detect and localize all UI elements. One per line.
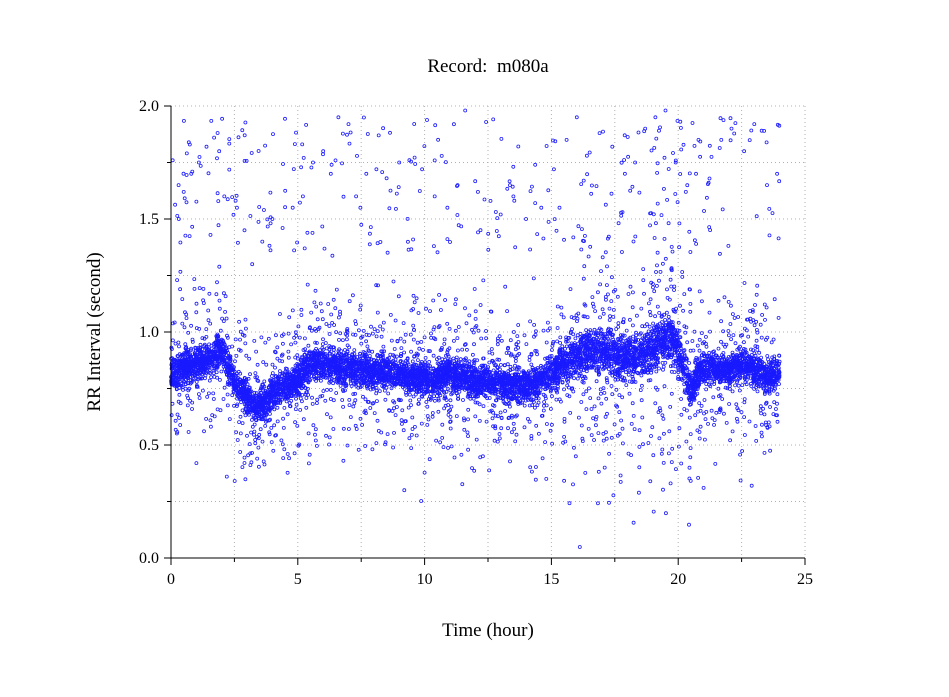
data-point: [238, 371, 243, 376]
data-point: [277, 369, 282, 374]
data-point: [651, 321, 655, 326]
data-point: [399, 352, 403, 356]
data-point: [584, 328, 588, 333]
data-points: [169, 108, 782, 549]
data-point: [209, 343, 214, 348]
data-point: [445, 386, 450, 391]
data-point: [575, 376, 580, 381]
data-point: [320, 342, 325, 347]
data-point: [230, 393, 235, 398]
data-point: [240, 408, 245, 413]
data-point: [605, 378, 609, 383]
data-point: [386, 391, 391, 396]
data-point: [382, 388, 387, 393]
data-point: [707, 350, 712, 355]
data-point: [214, 370, 219, 375]
data-point: [647, 324, 652, 329]
data-point: [423, 360, 428, 365]
data-point: [410, 359, 415, 364]
data-point: [475, 358, 480, 363]
data-point: [428, 364, 433, 369]
data-point: [327, 351, 332, 356]
data-point: [627, 379, 632, 384]
data-point: [627, 369, 632, 374]
data-point: [294, 396, 298, 401]
data-point: [323, 375, 328, 380]
data-point: [314, 341, 319, 345]
data-point: [254, 391, 259, 396]
data-point: [543, 363, 548, 368]
data-point: [318, 378, 323, 383]
data-point: [331, 350, 336, 355]
data-point: [652, 332, 656, 337]
data-point: [352, 351, 357, 356]
data-point: [448, 388, 453, 393]
data-point: [634, 330, 638, 335]
data-point: [640, 336, 645, 341]
data-point: [275, 405, 280, 410]
data-point: [627, 368, 632, 373]
data-point: [239, 400, 244, 405]
data-point: [775, 358, 780, 363]
data-point: [458, 357, 463, 362]
data-point: [634, 333, 639, 338]
data-point: [342, 348, 347, 352]
data-point: [250, 424, 255, 429]
data-point: [209, 375, 214, 380]
data-point: [607, 367, 611, 372]
data-point: [521, 396, 525, 401]
data-point: [423, 355, 428, 360]
data-point: [377, 389, 382, 394]
grid: [170, 105, 806, 558]
data-point: [513, 363, 517, 368]
data-point: [681, 376, 686, 381]
data-point: [542, 400, 546, 404]
data-point: [269, 374, 274, 379]
data-point: [498, 396, 503, 401]
data-point: [407, 392, 412, 397]
data-point: [388, 352, 393, 357]
